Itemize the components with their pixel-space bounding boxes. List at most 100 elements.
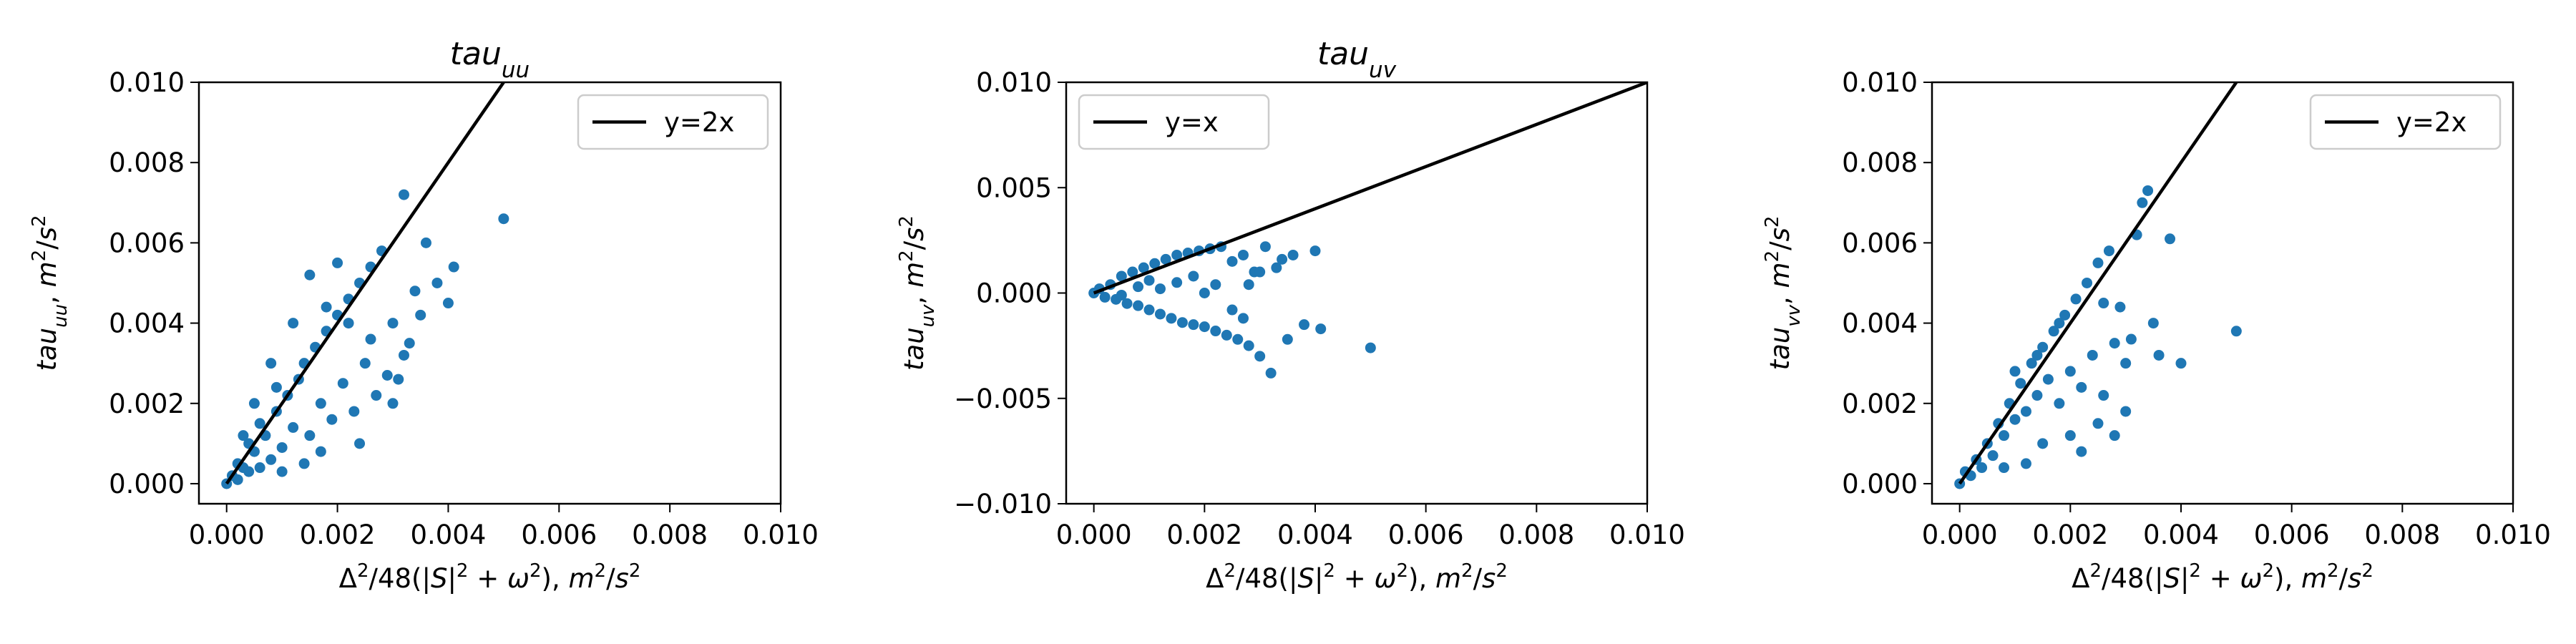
- x-tick-label: 0.002: [2032, 519, 2108, 550]
- y-tick-label: 0.002: [1842, 389, 1918, 419]
- y-tick-label: −0.005: [954, 384, 1052, 414]
- scatter-point: [2042, 374, 2054, 385]
- x-tick-label: 0.010: [2475, 519, 2551, 550]
- scatter-point: [1171, 277, 1183, 288]
- scatter-point: [2137, 197, 2148, 208]
- scatter-point: [326, 414, 338, 425]
- scatter-point: [1271, 262, 1282, 273]
- scatter-point: [2153, 349, 2165, 361]
- scatter-point: [1254, 351, 1266, 362]
- scatter-point: [381, 369, 393, 381]
- scatter-point: [431, 277, 443, 288]
- scatter-point: [332, 257, 343, 268]
- scatter-point: [298, 458, 310, 469]
- scatter-point: [265, 358, 277, 369]
- scatter-point: [1210, 326, 1221, 337]
- scatter-point: [2059, 309, 2071, 321]
- scatter-point: [371, 390, 382, 401]
- scatter-point: [1259, 241, 1271, 253]
- scatter-point: [2076, 381, 2087, 393]
- legend-label: y=2x: [664, 107, 734, 138]
- scatter-point: [2114, 301, 2126, 313]
- scatter-point: [1188, 270, 1199, 282]
- scatter-point: [265, 454, 277, 465]
- x-tick-label: 0.000: [1922, 519, 1998, 550]
- x-tick-label: 0.008: [632, 519, 708, 550]
- y-tick-label: 0.000: [976, 278, 1052, 309]
- scatter-point: [1999, 430, 2010, 441]
- scatter-point: [1282, 333, 1293, 345]
- plot-frame: [1931, 81, 2514, 505]
- scatter-point: [359, 358, 371, 369]
- scatter-point: [343, 318, 354, 329]
- scatter-point: [254, 418, 265, 429]
- chart-title: tauuu: [450, 36, 530, 83]
- scatter-point: [2109, 430, 2120, 441]
- x-tick-label: 0.006: [521, 519, 597, 550]
- scatter-point: [238, 430, 249, 441]
- scatter-point: [1149, 258, 1161, 269]
- x-tick-label: 0.006: [2254, 519, 2330, 550]
- y-tick-label: 0.008: [109, 147, 185, 178]
- scatter-point: [337, 378, 348, 389]
- scatter-point: [270, 381, 282, 393]
- scatter-point: [1160, 253, 1171, 265]
- scatter-point: [1221, 329, 1232, 341]
- scatter-point: [2070, 293, 2082, 305]
- y-tick-label: 0.010: [109, 67, 185, 98]
- scatter-point: [442, 298, 454, 309]
- scatter-point: [1133, 281, 1144, 293]
- scatter-point: [2076, 446, 2087, 457]
- scatter-point: [2020, 458, 2031, 469]
- scatter-point: [2048, 326, 2059, 337]
- x-tick-label: 0.002: [300, 519, 376, 550]
- scatter-point: [2175, 358, 2187, 369]
- x-tick-label: 0.004: [2143, 519, 2219, 550]
- scatter-point: [2125, 333, 2137, 345]
- scatter-point: [409, 286, 421, 297]
- scatter-point: [365, 333, 376, 345]
- scatter-point: [1226, 255, 1238, 267]
- scatter-point: [1365, 342, 1376, 353]
- scatter-point: [415, 309, 426, 321]
- scatter-point: [1176, 317, 1188, 328]
- scatter-point: [321, 301, 332, 313]
- scatter-point: [1143, 304, 1155, 316]
- x-tick-label: 0.008: [2364, 519, 2440, 550]
- scatter-point: [1237, 249, 1249, 260]
- scatter-point: [2103, 245, 2114, 257]
- scatter-point: [248, 398, 260, 409]
- chart-panel-tau-vv: 0.000 0.002 0.004 0.006 0.008 0.010 0.000 0.002…: [1762, 67, 2551, 594]
- scatter-point: [1099, 291, 1111, 303]
- x-tick-label: 0.002: [1166, 519, 1242, 550]
- scatter-point: [1237, 313, 1249, 324]
- scatter-point: [1999, 462, 2010, 474]
- y-tick-label: 0.000: [1842, 469, 1918, 499]
- y-tick-label: 0.010: [1842, 67, 1918, 98]
- scatter-point: [254, 462, 265, 474]
- x-axis-label: Δ2/48(|S|2 + ω2), m2/s2: [339, 560, 641, 594]
- scatter-point: [2054, 398, 2065, 409]
- scatter-point: [315, 398, 326, 409]
- scatter-point: [1254, 266, 1266, 278]
- y-tick-label: 0.002: [109, 389, 185, 419]
- scatter-point: [1138, 262, 1149, 273]
- y-tick-label: −0.010: [954, 489, 1052, 519]
- y-tick-label: 0.004: [1842, 308, 1918, 339]
- legend-label: y=x: [1165, 107, 1219, 138]
- y-tick-label: 0.010: [976, 67, 1052, 98]
- scatter-point: [1976, 462, 1988, 474]
- scatter-point: [2098, 390, 2109, 401]
- scatter-point: [304, 430, 316, 441]
- scatter-point: [1309, 245, 1321, 257]
- scatter-point: [2020, 406, 2031, 417]
- scatter-point: [2054, 318, 2065, 329]
- scatter-point: [2082, 277, 2093, 288]
- scatter-point: [348, 406, 360, 417]
- y-tick-label: 0.008: [1842, 147, 1918, 178]
- scatter-point: [1226, 304, 1238, 316]
- scatter-point: [2120, 406, 2132, 417]
- legend-box: [2309, 94, 2502, 150]
- scatter-point: [393, 374, 404, 385]
